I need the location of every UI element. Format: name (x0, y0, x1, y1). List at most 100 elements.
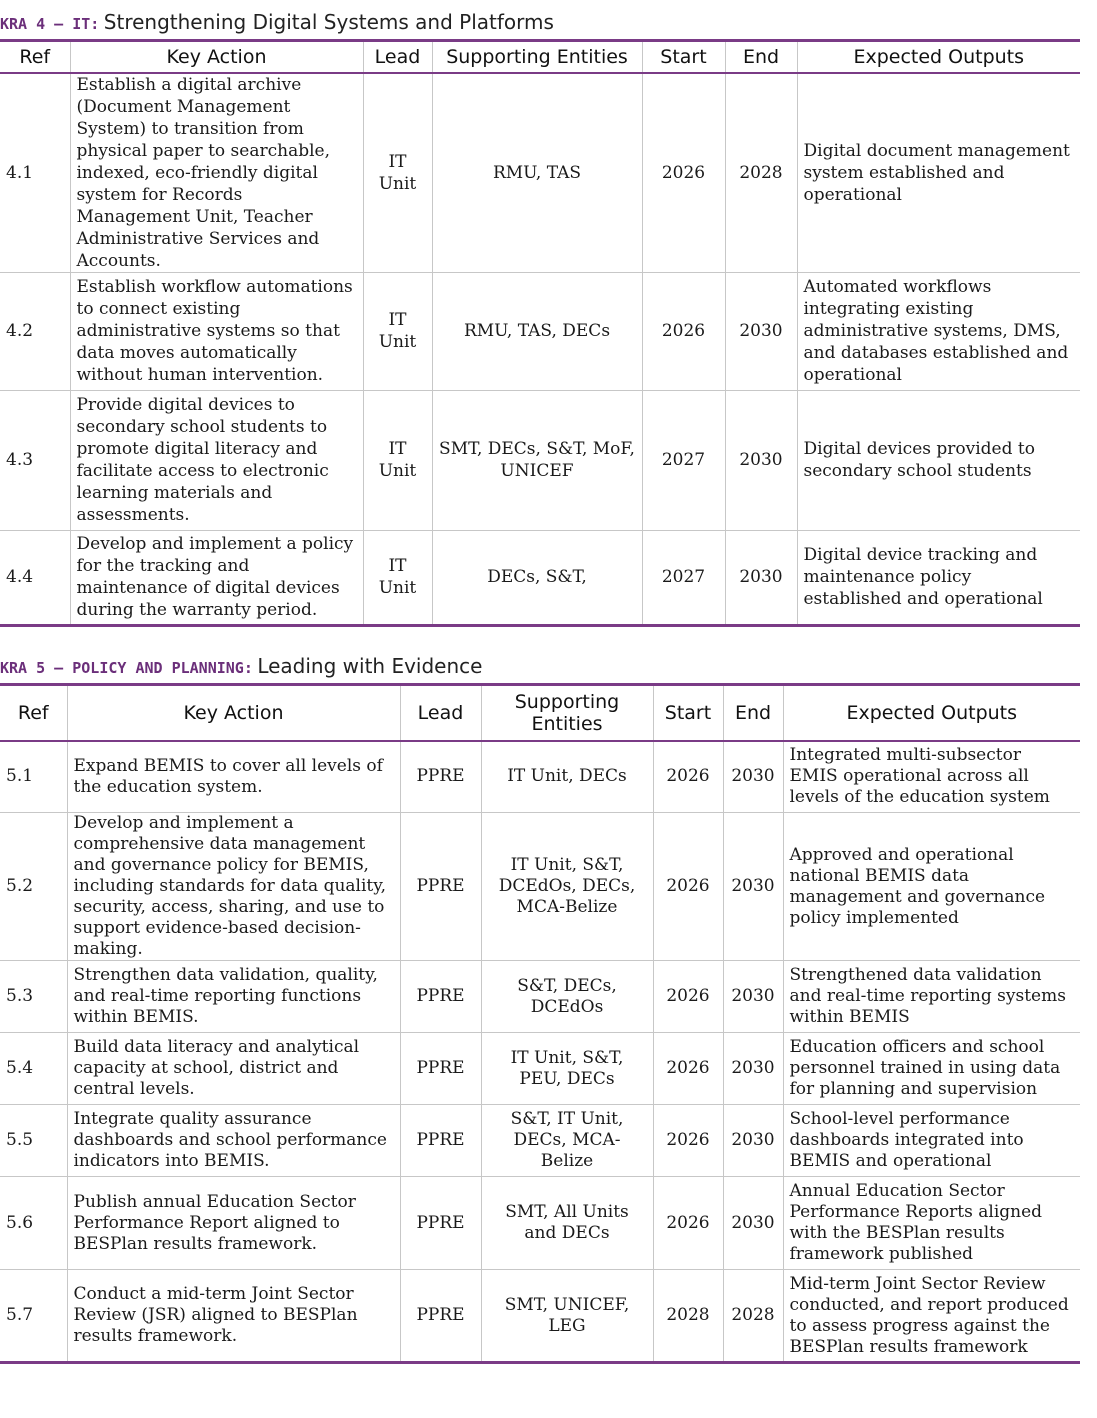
end-cell: 2030 (724, 529, 797, 625)
table-row: 5.1 Expand BEMIS to cover all levels of … (0, 740, 1080, 813)
table-row: 5.3 Strengthen data validation, quality,… (0, 960, 1080, 1033)
table-row: 4.3 Provide digital devices to secondary… (0, 389, 1080, 530)
ref-cell: 4.4 (0, 529, 70, 625)
start-cell: 2026 (641, 72, 725, 272)
key-action-cell: Establish a digital archive (Document Ma… (69, 72, 363, 272)
kra5-subtitle: Leading with Evidence (257, 654, 483, 678)
key-action-cell: Develop and implement a policy for the t… (69, 529, 363, 625)
header-expected-outputs: Expected Outputs (796, 40, 1080, 74)
output-cell: Integrated multi-subsector EMIS operatio… (782, 740, 1080, 813)
start-cell: 2027 (641, 529, 725, 625)
supporting-cell: RMU, TAS, DECs (431, 271, 642, 390)
lead-cell: PPRE (399, 812, 481, 961)
header-supporting-entities: Supporting Entities (480, 684, 653, 742)
key-action-cell: Publish annual Education Sector Performa… (66, 1176, 400, 1270)
kra5-section-title: KRA 5 – POLICY AND PLANNING: Leading wit… (0, 654, 482, 678)
end-cell: 2030 (722, 960, 783, 1033)
header-lead: Lead (362, 40, 432, 74)
end-cell: 2030 (722, 1104, 783, 1177)
header-start: Start (641, 40, 725, 74)
ref-cell: 5.1 (6, 766, 34, 787)
end-cell: 2030 (722, 1032, 783, 1105)
kra4-table: Ref Key Action Lead Supporting Entities … (0, 39, 1080, 627)
ref-cell: 4.3 (0, 389, 70, 530)
output-cell: Automated workflows integrating existing… (796, 271, 1080, 390)
output-cell: Strengthened data validation and real-ti… (782, 960, 1080, 1033)
end-cell: 2028 (724, 72, 797, 272)
key-action-cell: Conduct a mid-term Joint Sector Review (… (66, 1269, 400, 1363)
table-row: 4.1 Establish a digital archive (Documen… (0, 72, 1080, 272)
header-key-action: Key Action (69, 40, 363, 74)
table-row: 5.7 Conduct a mid-term Joint Sector Revi… (0, 1269, 1080, 1363)
key-action-cell: Build data literacy and analytical capac… (66, 1032, 400, 1105)
header-ref: Ref (0, 684, 67, 742)
supporting-cell: IT Unit, S&T, DCEdOs, DECs, MCA-Belize (480, 812, 653, 961)
lead-cell: IT Unit (362, 529, 432, 625)
lead-cell: PPRE (399, 1269, 481, 1363)
table-row: 5.2 Develop and implement a comprehensiv… (0, 812, 1080, 961)
supporting-cell: S&T, DECs, DCEdOs (480, 960, 653, 1033)
lead-cell: IT Unit (362, 72, 432, 272)
lead-cell: IT Unit (362, 271, 432, 390)
supporting-cell: S&T, IT Unit, DECs, MCA-Belize (480, 1104, 653, 1177)
key-action-cell: Provide digital devices to secondary sch… (69, 389, 363, 530)
output-cell: Digital devices provided to secondary sc… (796, 389, 1080, 530)
key-action-cell: Establish workflow automations to connec… (69, 271, 363, 390)
output-cell: Mid-term Joint Sector Review conducted, … (782, 1269, 1080, 1363)
start-cell: 2027 (641, 389, 725, 530)
kra4-header-row: Ref Key Action Lead Supporting Entities … (0, 40, 1080, 74)
end-cell: 2030 (722, 1176, 783, 1270)
supporting-cell: SMT, All Units and DECs (480, 1176, 653, 1270)
ref-cell: 5.3 (0, 960, 67, 1033)
start-cell: 2026 (652, 960, 723, 1033)
table-row: 5.6 Publish annual Education Sector Perf… (0, 1176, 1080, 1270)
supporting-cell: IT Unit, S&T, PEU, DECs (480, 1032, 653, 1105)
kra4-subtitle: Strengthening Digital Systems and Platfo… (103, 10, 554, 34)
start-cell: 2026 (652, 1104, 723, 1177)
start-cell: 2028 (652, 1269, 723, 1363)
end-cell: 2030 (724, 389, 797, 530)
start-cell: 2026 (641, 271, 725, 390)
header-supporting-entities: Supporting Entities (431, 40, 642, 74)
header-key-action: Key Action (66, 684, 400, 742)
header-start: Start (652, 684, 723, 742)
table-row: 4.4 Develop and implement a policy for t… (0, 529, 1080, 625)
lead-cell: PPRE (399, 1176, 481, 1270)
output-cell: School-level performance dashboards inte… (782, 1104, 1080, 1177)
ref-cell: 4.1 (6, 162, 34, 183)
lead-cell: PPRE (399, 1104, 481, 1177)
end-cell: 2030 (722, 740, 783, 813)
key-action-cell: Strengthen data validation, quality, and… (66, 960, 400, 1033)
header-end: End (724, 40, 797, 74)
end-cell: 2030 (724, 271, 797, 390)
supporting-cell: IT Unit, DECs (480, 740, 653, 813)
key-action-cell: Develop and implement a comprehensive da… (66, 812, 400, 961)
kra5-table: Ref Key Action Lead Supporting Entities … (0, 683, 1080, 1364)
output-cell: Annual Education Sector Performance Repo… (782, 1176, 1080, 1270)
kra5-label: KRA 5 – POLICY AND PLANNING: (0, 659, 253, 677)
kra4-label: KRA 4 – IT: (0, 15, 100, 33)
ref-cell: 5.5 (0, 1104, 67, 1177)
output-cell: Approved and operational national BEMIS … (782, 812, 1080, 961)
key-action-cell: Expand BEMIS to cover all levels of the … (66, 740, 400, 813)
start-cell: 2026 (652, 812, 723, 961)
header-ref: Ref (0, 40, 70, 74)
end-cell: 2030 (722, 812, 783, 961)
ref-cell: 5.4 (0, 1032, 67, 1105)
supporting-cell: SMT, DECs, S&T, MoF, UNICEF (431, 389, 642, 530)
header-lead: Lead (399, 684, 481, 742)
ref-cell: 5.6 (0, 1176, 67, 1270)
header-end: End (722, 684, 783, 742)
table-row: 4.2 Establish workflow automations to co… (0, 271, 1080, 390)
end-cell: 2028 (722, 1269, 783, 1363)
lead-cell: PPRE (399, 960, 481, 1033)
kra4-section-title: KRA 4 – IT: Strengthening Digital System… (0, 10, 554, 34)
start-cell: 2026 (652, 1032, 723, 1105)
table-row: 5.4 Build data literacy and analytical c… (0, 1032, 1080, 1105)
ref-cell: 5.2 (0, 812, 67, 961)
supporting-cell: DECs, S&T, (431, 529, 642, 625)
output-cell: Digital document management system estab… (796, 72, 1080, 272)
lead-cell: IT Unit (362, 389, 432, 530)
start-cell: 2026 (652, 740, 723, 813)
table-row: 5.5 Integrate quality assurance dashboar… (0, 1104, 1080, 1177)
